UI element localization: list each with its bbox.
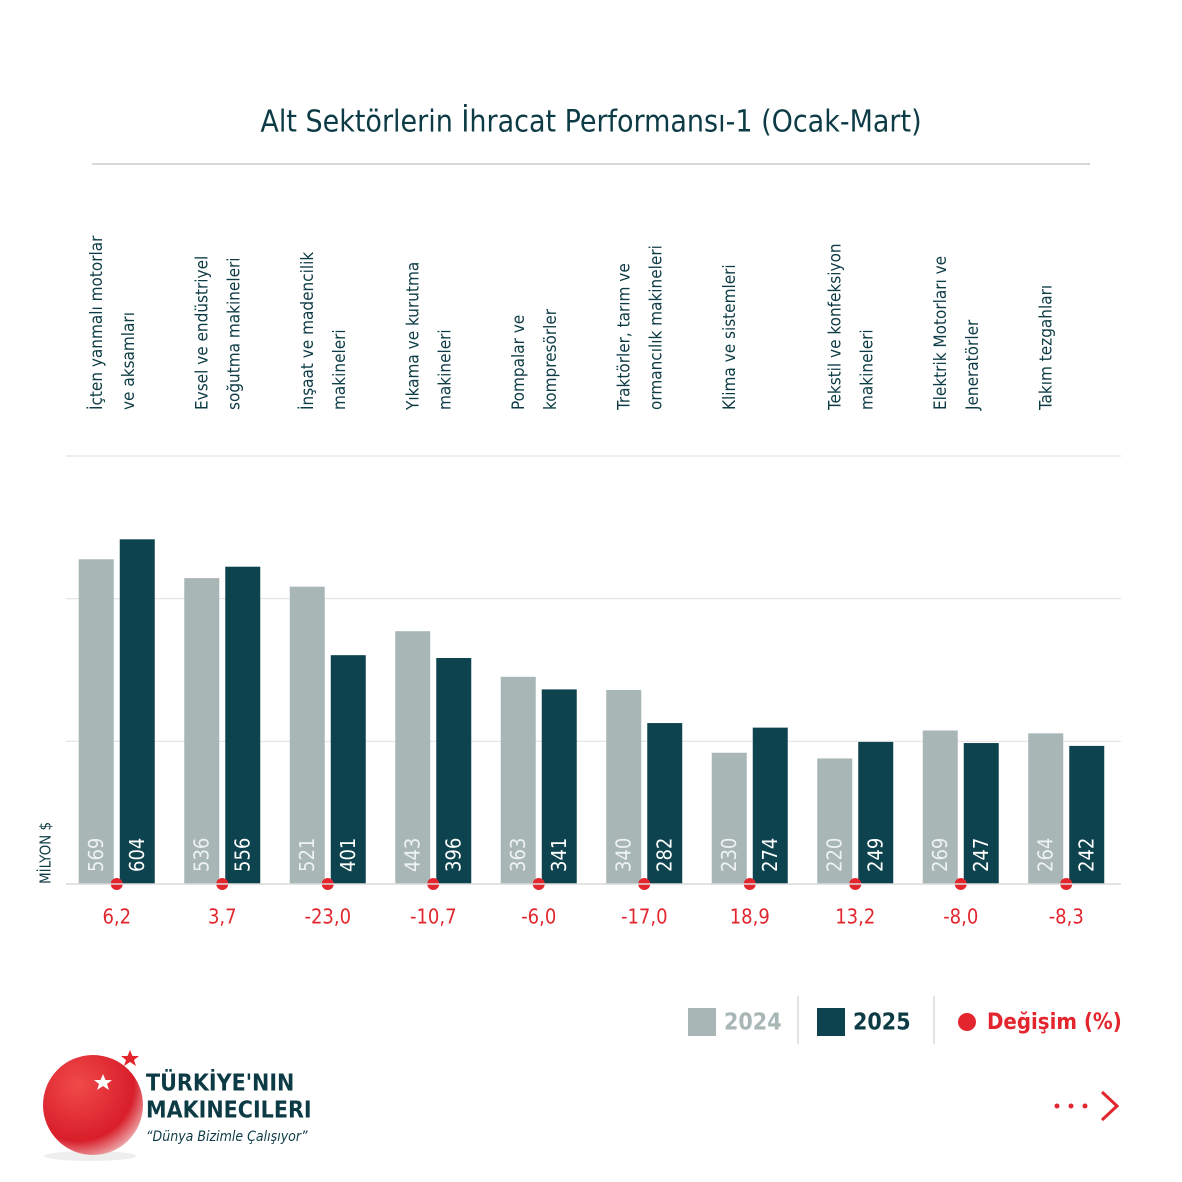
- logo-shadow: [44, 1151, 136, 1161]
- next-arrow[interactable]: [1054, 1090, 1120, 1122]
- value-label: 341: [547, 838, 571, 872]
- legend-dot: [958, 1013, 976, 1031]
- category-label: makineleri: [330, 329, 350, 410]
- logo-star: [121, 1050, 139, 1066]
- change-label: 13,2: [835, 905, 875, 929]
- change-label: 18,9: [730, 905, 770, 929]
- value-label: 269: [928, 838, 952, 872]
- category-label: İnşaat ve madencilik: [297, 252, 318, 410]
- bar: [858, 741, 894, 884]
- category-label: Evsel ve endüstriyel: [192, 256, 212, 410]
- value-label: 230: [717, 838, 741, 872]
- category-label: soğutma makineleri: [224, 257, 244, 410]
- bar: [1028, 733, 1064, 884]
- legend-label: 2025: [853, 1010, 911, 1036]
- legend: [797, 996, 935, 1044]
- bar: [184, 578, 220, 884]
- bar: [225, 566, 261, 884]
- logo-tagline: “Dünya Bizimle Çalışıyor”: [146, 1129, 308, 1145]
- bar: [78, 559, 114, 884]
- change-label: -6,0: [521, 905, 556, 929]
- logo-text: MAKINECILERI: [146, 1098, 312, 1124]
- category-label: Jeneratörler: [963, 319, 983, 411]
- category-label: makineleri: [857, 329, 877, 410]
- bar: [1069, 745, 1105, 884]
- logo-circle: [43, 1055, 143, 1155]
- bar: [647, 723, 683, 884]
- bar: [436, 658, 472, 884]
- legend-label: Değişim (%): [987, 1010, 1122, 1035]
- chart-title: Alt Sektörlerin İhracat Performansı-1 (O…: [260, 104, 921, 140]
- category-label: ve aksamları: [119, 312, 139, 410]
- y-axis-label: MİLYON $: [36, 822, 55, 884]
- bar: [395, 631, 431, 884]
- bar: [752, 727, 788, 884]
- value-label: 604: [125, 838, 149, 872]
- logo-text: TÜRKİYE'NIN: [146, 1069, 294, 1097]
- value-label: 556: [230, 838, 254, 872]
- category-label: Pompalar ve: [509, 315, 529, 410]
- category-label: Traktörler, tarım ve: [614, 263, 634, 411]
- value-label: 340: [611, 838, 635, 872]
- bar: [289, 586, 325, 884]
- bar: [817, 758, 853, 884]
- value-label: 220: [822, 838, 846, 872]
- change-label: 6,2: [102, 905, 131, 929]
- logo: TÜRKİYE'NIN MAKINECILERI “Dünya Bizimle …: [43, 1050, 312, 1161]
- value-label: 401: [336, 838, 360, 872]
- bar: [541, 689, 577, 884]
- category-label: Elektrik Motorları ve: [931, 256, 951, 410]
- category-label: makineleri: [435, 329, 455, 410]
- change-label: 3,7: [208, 905, 237, 929]
- value-label: 363: [506, 838, 530, 872]
- value-label: 264: [1033, 838, 1057, 872]
- value-label: 443: [400, 838, 424, 872]
- bar: [119, 539, 155, 884]
- category-label: Takım tezgahları: [1036, 285, 1056, 411]
- legend-label: 2024: [724, 1010, 782, 1036]
- value-label: 247: [969, 838, 993, 872]
- value-label: 536: [189, 838, 213, 872]
- value-label: 396: [441, 838, 465, 872]
- value-label: 274: [758, 838, 782, 872]
- bar: [711, 752, 747, 884]
- category-label: ormancılık makineleri: [646, 245, 666, 410]
- bar: [963, 743, 999, 884]
- category-label: İçten yanmalı motorlar: [86, 235, 107, 410]
- value-label: 249: [863, 838, 887, 872]
- legend-swatch: [688, 1008, 716, 1036]
- category-label: Tekstil ve konfeksiyon: [825, 243, 845, 411]
- bar: [330, 655, 366, 884]
- category-label: Yıkama ve kurutma: [403, 262, 423, 411]
- change-label: -8,3: [1049, 905, 1084, 929]
- bar: [500, 676, 536, 884]
- change-label: -23,0: [304, 905, 351, 929]
- value-label: 242: [1074, 838, 1098, 872]
- logo-star: [94, 1074, 112, 1090]
- category-label: kompresörler: [541, 308, 561, 410]
- legend-swatch: [817, 1008, 845, 1036]
- value-label: 521: [295, 838, 319, 872]
- change-label: -8,0: [943, 905, 978, 929]
- value-label: 282: [652, 838, 676, 872]
- bar: [922, 730, 958, 884]
- change-label: -10,7: [410, 905, 457, 929]
- bar: [606, 689, 642, 884]
- change-label: -17,0: [621, 905, 668, 929]
- value-label: 569: [84, 838, 108, 872]
- category-label: Klima ve sistemleri: [720, 264, 740, 410]
